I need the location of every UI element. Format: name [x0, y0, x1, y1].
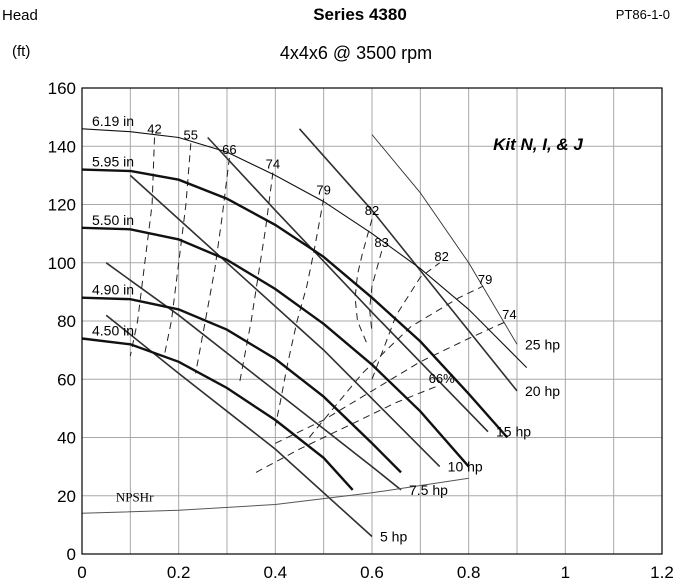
- impeller-curve: [81, 226, 470, 468]
- impeller-label: 5.50 in: [92, 212, 134, 228]
- efficiency-label: 79: [478, 272, 492, 287]
- efficiency-label: 55: [184, 127, 198, 142]
- efficiency-curve: [308, 285, 484, 438]
- efficiency-curve: [129, 137, 155, 357]
- power-label: 20 hp: [525, 383, 560, 399]
- x-tick-label: 0.4: [264, 563, 288, 582]
- npshr-label: NPSHr: [116, 489, 154, 504]
- efficiency-curve: [275, 320, 508, 444]
- impeller-label: 6.19 in: [92, 113, 134, 129]
- x-tick-label: 1: [561, 563, 570, 582]
- impeller-label: 4.90 in: [92, 282, 134, 298]
- efficiency-label: 79: [316, 183, 330, 198]
- y-tick-label: 20: [57, 487, 76, 506]
- power-label: 5 hp: [380, 529, 407, 545]
- y-tick-label: 0: [67, 545, 76, 564]
- x-tick-label: 0.2: [167, 563, 191, 582]
- power-curve: [371, 134, 518, 345]
- y-tick-label: 160: [48, 79, 76, 98]
- x-tick-labels: 0 0.2 0.4 0.6 0.8 1 1.2: [77, 563, 674, 582]
- kit-annotation: Kit N, I, & J: [493, 135, 583, 154]
- efficiency-label: 66: [222, 142, 236, 157]
- impeller-label: 4.50 in: [92, 322, 134, 338]
- plot-frame: [81, 87, 663, 555]
- impeller-curve: [81, 168, 509, 439]
- x-tick-label: 1.2: [650, 563, 674, 582]
- efficiency-label: 83: [374, 235, 388, 250]
- efficiency-label: 82: [365, 203, 379, 218]
- power-curve: [207, 136, 489, 433]
- power-curve: [129, 174, 441, 468]
- y-tick-label: 80: [57, 312, 76, 331]
- npshr-curve: [81, 477, 469, 514]
- y-tick-label: 140: [48, 137, 76, 156]
- x-tick-label: 0.8: [457, 563, 481, 582]
- efficiency-label: 66%: [429, 371, 455, 386]
- impeller-curve: [81, 337, 354, 491]
- y-tick-label: 40: [57, 429, 76, 448]
- efficiency-label: 42: [147, 122, 161, 137]
- impeller-curve: [81, 296, 402, 474]
- series-labels: 6.19 in 5.95 in 5.50 in 4.90 in 4.50 in 42 55 6…: [92, 113, 560, 545]
- efficiency-curve: [255, 384, 440, 473]
- efficiency-label: 74: [502, 307, 516, 322]
- y-tick-labels: 0 20 40 60 80 100 120 140 160: [48, 79, 76, 564]
- power-curve: [105, 314, 373, 538]
- power-label: 25 hp: [525, 336, 560, 352]
- y-axis-unit: (ft): [12, 43, 30, 60]
- power-label: 15 hp: [496, 424, 531, 440]
- efficiency-curve: [371, 262, 440, 380]
- impeller-curve: [81, 128, 528, 368]
- impeller-label: 5.95 in: [92, 154, 134, 170]
- efficiency-curve: [354, 218, 373, 345]
- y-tick-label: 100: [48, 254, 76, 273]
- chart-code: PT86-1-0: [616, 7, 670, 22]
- power-curve: [298, 128, 518, 392]
- power-curve: [105, 262, 402, 491]
- x-tick-label: 0: [77, 563, 86, 582]
- x-tick-label: 0.6: [360, 563, 384, 582]
- efficiency-label: 82: [434, 249, 448, 264]
- series-layer: [81, 128, 528, 538]
- y-axis-label: Head: [2, 7, 38, 24]
- power-label: 7.5 hp: [409, 482, 448, 498]
- efficiency-label: 74: [266, 156, 280, 171]
- chart-subtitle: 4x4x6 @ 3500 rpm: [280, 43, 432, 63]
- y-tick-label: 60: [57, 370, 76, 389]
- power-label: 10 hp: [448, 459, 483, 475]
- chart-title: Series 4380: [313, 5, 407, 24]
- y-tick-label: 120: [48, 196, 76, 215]
